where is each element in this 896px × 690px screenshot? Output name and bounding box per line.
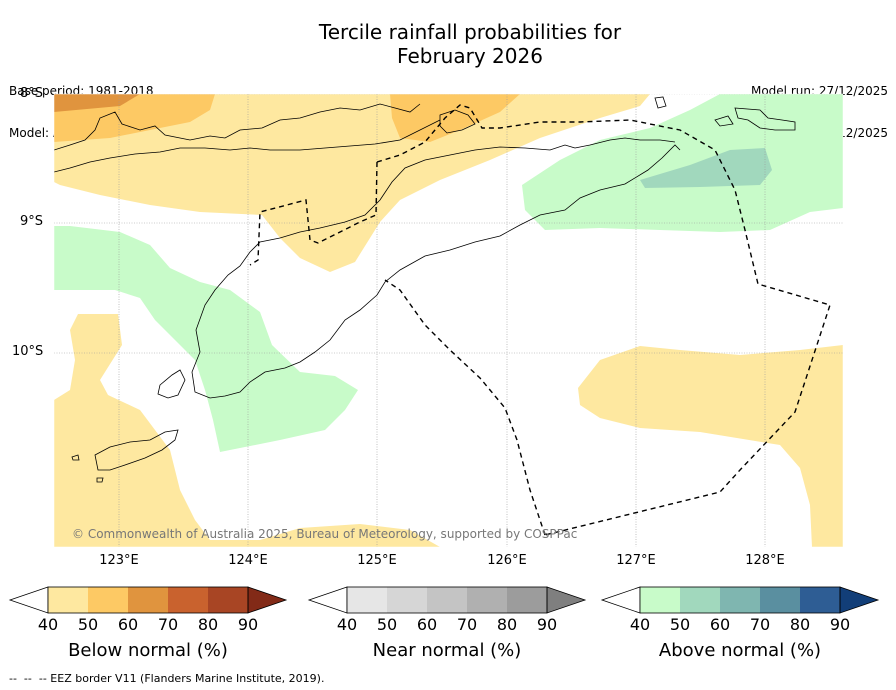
below-tick-80: 80: [197, 615, 219, 634]
coast-timor-east: [574, 137, 676, 149]
colorbar-above-bin-4: [760, 587, 800, 613]
colorbar-below-bin-4: [168, 587, 208, 613]
title-line-2: February 2026: [397, 44, 543, 68]
below-tick-90: 90: [237, 615, 259, 634]
copyright-credit: © Commonwealth of Australia 2025, Bureau…: [72, 527, 578, 541]
coast-small-island-3: [714, 115, 734, 127]
above-tick-70: 70: [749, 615, 771, 634]
lon-label-124e: 124°E: [228, 553, 268, 568]
near-tick-50: 50: [376, 615, 398, 634]
above-normal-50-region: [640, 148, 772, 188]
near-normal-label: Near normal (%): [372, 640, 522, 661]
colorbar-above-high-cap: [839, 586, 880, 614]
coast-small-island-1: [71, 454, 80, 461]
coast-alor-islands: [439, 109, 476, 134]
eez-border-south: [384, 279, 546, 536]
colorbar-below-bin-1: [48, 587, 88, 613]
coast-wetar: [734, 107, 796, 131]
colorbar-near-bin-5: [507, 587, 547, 613]
colorbar-below-bin-5: [208, 587, 248, 613]
below-normal-region-north: [54, 94, 650, 272]
colorbar-below-high-cap: [247, 586, 288, 614]
colorbar-above: [600, 586, 880, 614]
colorbar-above-bin-1: [640, 587, 680, 613]
near-tick-90: 90: [536, 615, 558, 634]
coastlines: [54, 96, 796, 483]
coast-sawu-island: [94, 429, 179, 471]
near-tick-40: 40: [336, 615, 358, 634]
above-tick-60: 60: [709, 615, 731, 634]
near-tick-70: 70: [456, 615, 478, 634]
eez-footnote: -- -- -- EEZ border V11 (Flanders Marine…: [9, 672, 325, 685]
colorbar-near-bin-3: [427, 587, 467, 613]
colorbar-above-low-cap: [600, 586, 641, 614]
eez-border-north: [376, 104, 831, 536]
lon-label-123e: 123°E: [99, 553, 139, 568]
below-normal-region-sw: [54, 314, 440, 547]
coast-small-island-2: [96, 477, 104, 483]
colorbar-near-low-cap: [307, 586, 348, 614]
below-tick-50: 50: [77, 615, 99, 634]
colorbar-below-low-cap: [8, 586, 49, 614]
below-normal-50-region-2: [390, 94, 520, 142]
above-normal-label: Above normal (%): [658, 640, 822, 661]
above-tick-90: 90: [829, 615, 851, 634]
eez-border: [249, 104, 831, 536]
colorbar-near-high-cap: [546, 586, 587, 614]
graticule: [54, 94, 843, 547]
colorbar-near: [307, 586, 587, 614]
colorbar-below-bin-2: [88, 587, 128, 613]
below-normal-region-se: [578, 345, 843, 547]
below-normal-60-region: [54, 94, 140, 112]
lon-label-126e: 126°E: [487, 553, 527, 568]
colorbar-above-bin-2: [680, 587, 720, 613]
lat-label-9s: 9°S: [20, 214, 44, 229]
lon-label-128e: 128°E: [745, 553, 785, 568]
eez-border-west: [249, 161, 378, 266]
below-tick-60: 60: [117, 615, 139, 634]
coast-small-island-4: [654, 96, 667, 109]
title-line-1: Tercile rainfall probabilities for: [318, 20, 622, 44]
map-border: [53, 93, 844, 548]
colorbar-above-bin-3: [720, 587, 760, 613]
colorbar-near-bin-4: [467, 587, 507, 613]
map-title: Tercile rainfall probabilities for Febru…: [0, 20, 896, 68]
colorbar-below-bin-3: [128, 587, 168, 613]
lat-label-8s: 8°S: [20, 86, 44, 101]
coast-northern-islands: [54, 103, 441, 173]
below-tick-40: 40: [37, 615, 59, 634]
colorbar-below: [8, 586, 288, 614]
near-tick-60: 60: [416, 615, 438, 634]
above-normal-region-west: [54, 226, 358, 452]
above-tick-40: 40: [629, 615, 651, 634]
coast-rote-island: [157, 369, 186, 399]
above-tick-80: 80: [789, 615, 811, 634]
above-tick-50: 50: [669, 615, 691, 634]
lon-label-125e: 125°E: [357, 553, 397, 568]
below-normal-label: Below normal (%): [68, 640, 228, 661]
below-tick-70: 70: [157, 615, 179, 634]
lat-label-10s: 10°S: [12, 344, 44, 359]
lon-label-127e: 127°E: [616, 553, 656, 568]
colorbar-above-bin-5: [800, 587, 840, 613]
colorbar-near-bin-2: [387, 587, 427, 613]
colorbar-near-bin-1: [347, 587, 387, 613]
coast-timor-west: [376, 144, 681, 296]
near-tick-80: 80: [496, 615, 518, 634]
coast-timor-south: [191, 144, 576, 399]
